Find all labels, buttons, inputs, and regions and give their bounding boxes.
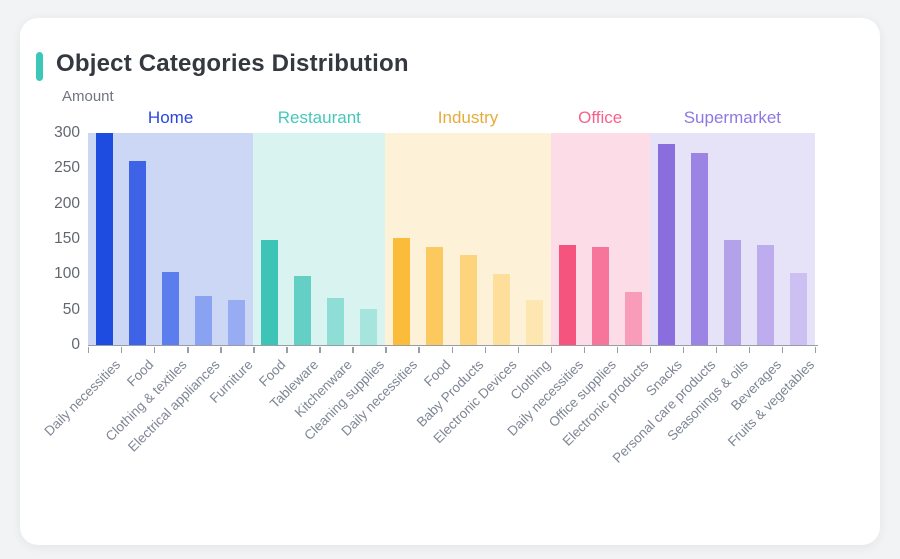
x-axis-tick (616, 346, 619, 353)
group-label-office: Office (578, 108, 623, 127)
x-axis-tick (154, 346, 156, 353)
x-axis-tick (682, 346, 685, 353)
bar (690, 152, 708, 345)
y-axis-label: 150 (54, 230, 80, 247)
y-axis-label: 0 (71, 336, 80, 353)
bar (96, 133, 114, 345)
bar (657, 143, 675, 345)
group-label-restaurant: Restaurant (277, 108, 361, 127)
bar (756, 245, 774, 345)
x-axis-tick (815, 346, 817, 353)
x-axis-line (88, 345, 818, 346)
x-axis-tick (121, 346, 123, 353)
y-axis-label: 50 (62, 300, 80, 318)
chart-title: Object Categories Distribution (56, 50, 409, 77)
bar (162, 272, 180, 345)
x-axis-tick (484, 346, 486, 353)
x-axis-tick (517, 346, 519, 353)
x-axis-tick (451, 346, 453, 353)
bar-chart: 0 50 100 150 200 250 300 Home Daily necessities F… (20, 18, 880, 545)
x-axis-tick (88, 346, 90, 353)
y-axis-label: 100 (54, 265, 80, 283)
x-axis-tick (781, 346, 784, 353)
y-axis-label: 250 (54, 159, 80, 177)
group-label-home: Home (147, 108, 194, 127)
chart-card: Object Categories Distribution Amount 0 5… (20, 18, 880, 545)
bar (723, 240, 741, 345)
y-axis-label: 300 (54, 124, 80, 141)
x-axis-tick (286, 346, 288, 353)
x-axis-tick (748, 346, 751, 353)
x-axis-tick (649, 346, 652, 353)
title-accent-bar (36, 52, 43, 81)
bar (426, 246, 444, 345)
bar (294, 275, 312, 345)
bar (261, 239, 279, 345)
x-axis-tick (418, 346, 420, 353)
bar (459, 255, 477, 345)
x-axis-tick (220, 346, 222, 353)
x-axis-tick (583, 346, 586, 353)
x-axis-tick (253, 346, 255, 353)
x-axis-tick (319, 346, 321, 353)
bar (789, 272, 807, 345)
bar (393, 238, 411, 345)
x-axis-tick (352, 346, 354, 353)
bar (129, 161, 147, 345)
y-axis-label: 200 (54, 194, 80, 212)
y-axis-name: Amount (62, 88, 114, 105)
group-label-supermarket: Supermarket (683, 108, 782, 127)
bar (360, 308, 378, 345)
bar (624, 292, 642, 345)
x-axis-tick (715, 346, 718, 353)
x-axis-tick (187, 346, 189, 353)
group-label-industry: Industry (437, 108, 499, 127)
bar (591, 246, 609, 345)
bar (525, 299, 543, 345)
bar (327, 298, 345, 345)
x-axis-tick (550, 346, 553, 353)
bar (228, 299, 246, 345)
x-axis-tick (385, 346, 387, 353)
bar (558, 244, 576, 345)
bar (195, 295, 213, 345)
bar (492, 274, 510, 345)
card-header: Object Categories Distribution (20, 50, 880, 84)
